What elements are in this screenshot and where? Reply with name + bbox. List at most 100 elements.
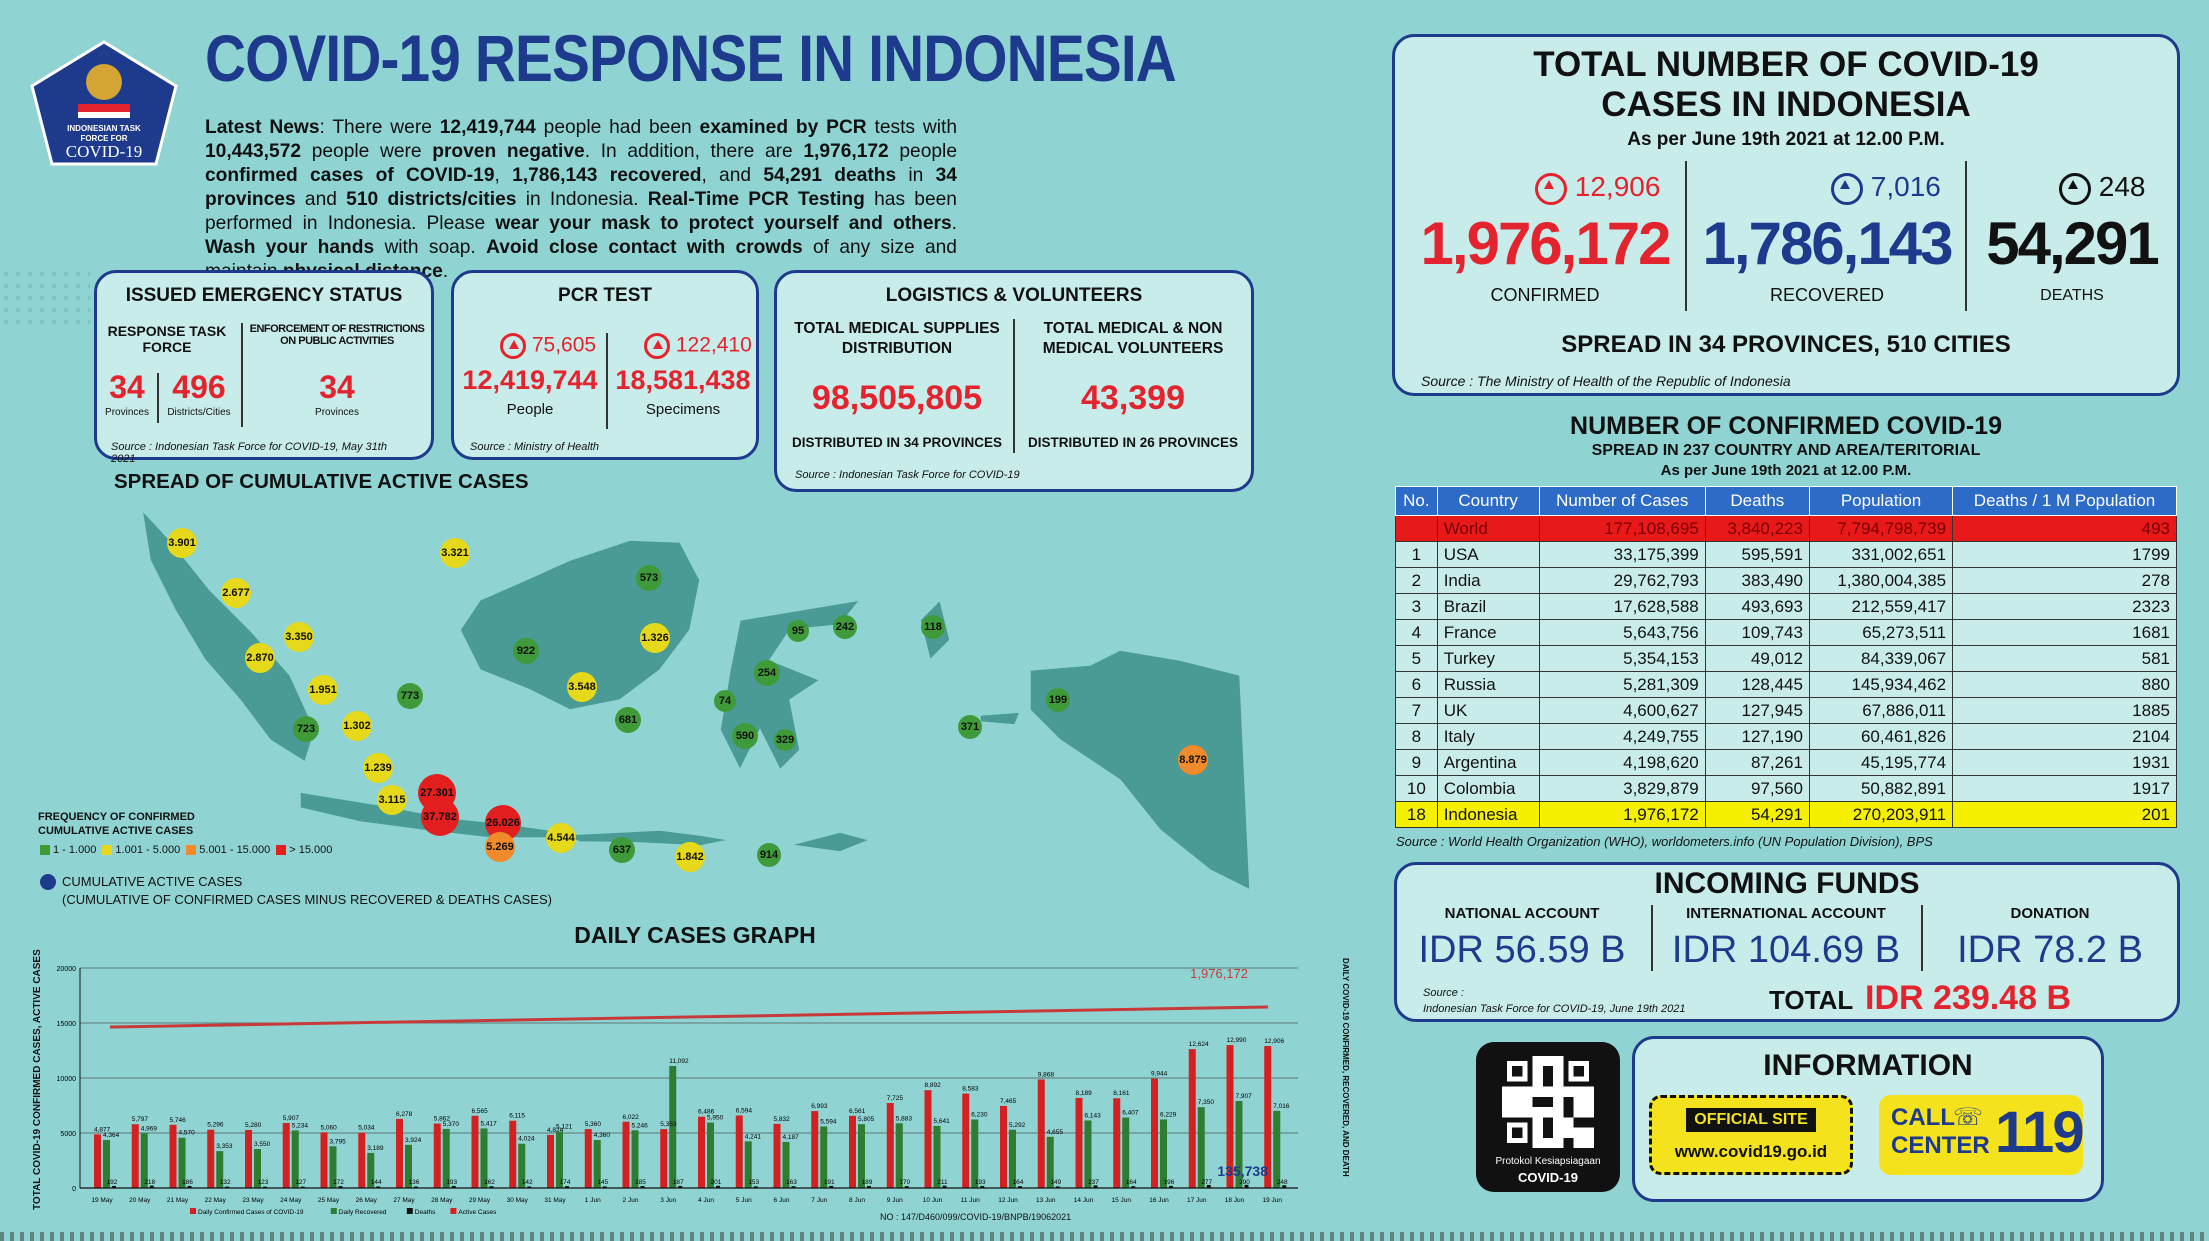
bar-deaths [716,1185,720,1188]
label-confirmed: 5,034 [358,1125,375,1132]
map-bubble: 5.269 [485,832,515,862]
up-arrow-icon [1535,172,1567,205]
bar-confirmed [320,1132,328,1188]
bar-deaths [451,1185,456,1188]
table-row: 1 USA 33,175,399 595,591 331,002,651 1799 [1395,541,2177,568]
official-site-link[interactable]: OFFICIAL SITE www.covid19.go.id [1649,1095,1853,1175]
table-cell: 2 [1395,567,1438,594]
bar-confirmed [169,1124,177,1188]
bar-deaths [678,1185,683,1188]
bar-recovered [178,1137,186,1188]
bar-confirmed [1113,1098,1121,1188]
label-confirmed: 9,868 [1038,1071,1055,1078]
qr-card[interactable]: Protokol Kesiapsiagaan COVID-19 [1476,1042,1620,1192]
bar-confirmed [1075,1097,1083,1188]
funds-total-value: IDR 239.48 B [1865,979,2071,1017]
qr-label-2: COVID-19 [1518,1170,1578,1185]
table-row: 7 UK 4,600,627 127,945 67,886,011 1885 [1395,697,2177,724]
funds-title: INCOMING FUNDS [1654,867,1920,900]
bar-recovered [556,1131,563,1188]
table-cell: France [1436,619,1540,646]
bar-confirmed [94,1134,101,1188]
legend-label: Active Cases [458,1209,497,1216]
label-confirmed: 4,824 [547,1127,564,1134]
bar-deaths [1244,1184,1249,1188]
table-cell: 4,198,620 [1538,749,1706,776]
bar-confirmed [1264,1046,1272,1188]
label-confirmed: 5,060 [321,1124,338,1131]
table-row: 6 Russia 5,281,309 128,445 145,934,462 880 [1395,671,2177,698]
table-cell: 880 [1952,671,2177,698]
bar-recovered [858,1124,865,1188]
table-cell: Colombia [1436,775,1540,802]
news-p4: tests with [866,117,958,138]
bar-confirmed [471,1115,479,1188]
divider [1685,161,1687,311]
table-cell: 84,339,067 [1808,645,1954,672]
volunteers-note: DISTRIBUTED IN 26 PROVINCES [1027,435,1239,450]
x-tick-label: 18 Jun [1225,1197,1245,1204]
world-source: Source : World Health Organization (WHO)… [1396,834,1933,849]
bar-recovered [782,1141,790,1188]
label-deaths: 193 [446,1179,457,1186]
deaths-inc: 248 [2098,171,2146,202]
legend-label: Daily Recovered [339,1209,387,1216]
provinces-label: Provinces [105,407,149,418]
map-bubble: 637 [609,837,635,863]
label-deaths: 218 [144,1179,155,1186]
medical-supplies-label: TOTAL MEDICAL SUPPLIES DISTRIBUTION [794,320,1000,357]
label-deaths: 127 [295,1179,306,1186]
news-p12: , [494,165,513,186]
news-p10: people [888,141,957,162]
pcr-title: PCR TEST [558,285,652,306]
bar-deaths [112,1185,116,1188]
news-p16: , and [701,165,764,186]
news-p21: 34 [935,165,957,186]
bar-recovered [1273,1110,1281,1188]
bar-recovered [744,1141,752,1188]
footer-note: NO : 147/D460/099/COVID-19/BNPB/19062021 [880,1212,1072,1222]
bar-recovered [480,1128,488,1188]
legend-label: 1.001 - 5.000 [115,844,181,856]
label-recovered: 5,594 [820,1118,837,1125]
legend-label: 5.001 - 15.000 [199,844,271,856]
divider [157,373,159,423]
page-title: COVID-19 RESPONSE IN INDONESIA [205,21,1177,95]
table-cell: Turkey [1436,645,1540,672]
bar-recovered [405,1144,412,1188]
world-title: NUMBER OF CONFIRMED COVID-19 [1570,412,2002,440]
bar-confirmed [509,1120,517,1188]
bar-deaths [489,1186,494,1188]
label-confirmed: 5,862 [434,1116,451,1123]
x-tick-label: 9 Jun [887,1197,903,1204]
legend-label: Deaths [415,1209,436,1216]
pcr-source: Source : Ministry of Health [470,441,599,453]
table-header-cell: Number of Cases [1538,486,1706,516]
bar-recovered [707,1122,714,1188]
bar-recovered [1235,1101,1243,1188]
x-tick-label: 6 Jun [774,1197,790,1204]
table-cell: 1,380,004,385 [1808,567,1954,594]
funds-total-label: TOTAL [1769,985,1854,1015]
bar-confirmed [962,1093,970,1188]
logo-text-3: COVID-19 [65,142,143,161]
medical-supplies-note: DISTRIBUTED IN 34 PROVINCES [791,435,1003,450]
label-deaths: 163 [786,1179,797,1186]
call-center-button[interactable]: CALL CENTER ☏ 119 [1879,1095,2085,1175]
label-deaths: 201 [711,1179,722,1186]
label-deaths: 164 [1126,1179,1137,1186]
call-number: 119 [1995,1100,2085,1165]
divider [1965,161,1967,311]
label-confirmed: 5,296 [207,1122,224,1129]
label-deaths: 149 [1050,1179,1061,1186]
table-cell: 177,108,695 [1538,515,1706,542]
table-cell: 97,560 [1704,775,1810,802]
bar-deaths [829,1185,834,1188]
totals-title-1: TOTAL NUMBER OF COVID-19 [1533,45,2039,84]
bar-confirmed [358,1132,366,1188]
bar-recovered [254,1148,261,1188]
table-cell: 17,628,588 [1538,593,1706,620]
official-site-url: www.covid19.go.id [1674,1142,1828,1161]
label-deaths: 248 [1277,1179,1288,1186]
